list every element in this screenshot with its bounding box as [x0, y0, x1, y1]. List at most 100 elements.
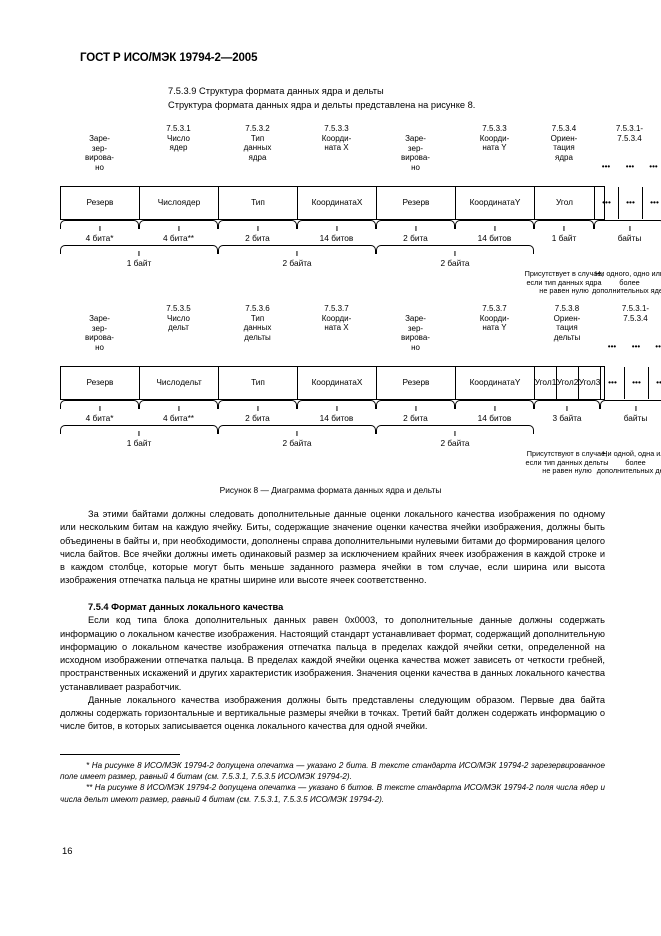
core-data-format-diagram: Заре-зер-вирова-но 7.5.3.1 Число ядер 7.5.3.…	[60, 124, 661, 295]
byte-width-label: 2 байта	[282, 258, 312, 268]
field-annotation: 7.5.3.1- 7.5.3.4	[621, 304, 650, 323]
field-annotation: 7.5.3.7 Коорди-ната X	[321, 304, 352, 333]
field-annotation: 7.5.3.4 Ориен-тация ядра	[550, 124, 578, 162]
bit-width-label: 14 битов	[477, 233, 512, 243]
field-box: Резерв	[61, 367, 140, 399]
width-brace	[455, 220, 534, 229]
delta-byte-braces	[60, 425, 605, 438]
bit-width-label: байты	[617, 233, 642, 243]
width-brace	[60, 245, 218, 254]
width-brace	[376, 220, 455, 229]
clause-title-7539: 7.5.3.9 Структура формата данных ядра и …	[168, 86, 384, 96]
section-heading-754: 7.5.4 Формат данных локального качества	[88, 602, 284, 612]
width-brace	[376, 400, 455, 409]
field-annotation: 7.5.3.8 Ориен-тация дельты	[553, 304, 581, 342]
bit-width-label: байты	[623, 413, 648, 423]
page-number: 16	[62, 845, 73, 856]
width-brace	[60, 220, 139, 229]
clause-intro-sentence: Структура формата данных ядра и дельты п…	[168, 99, 476, 110]
ellipsis-marks: •••••••••	[607, 342, 661, 351]
bit-width-label: 14 битов	[477, 413, 512, 423]
width-brace	[600, 400, 661, 409]
document-standard-header: ГОСТ Р ИСО/МЭК 19794-2—2005	[80, 52, 258, 64]
footnote-2: ** На рисунке 8 ИСО/МЭК 19794-2 допущена…	[60, 783, 605, 804]
width-brace	[60, 425, 218, 434]
diagram-note: Ни одной, одна или более дополнительных …	[596, 449, 661, 476]
width-brace	[139, 220, 218, 229]
delta-byte-width-labels: 1 байт 2 байта 2 байта	[60, 438, 605, 450]
field-box: •••	[650, 197, 659, 208]
width-brace	[376, 245, 534, 254]
clause-intro: 7.5.3.9 Структура формата данных ядра и …	[168, 85, 598, 112]
bit-width-label: 14 битов	[319, 413, 354, 423]
field-box: Координата X	[298, 187, 377, 219]
field-box: Тип	[219, 187, 298, 219]
field-box: Координата X	[298, 367, 377, 399]
footnote-separator	[60, 754, 180, 755]
byte-width-label: 2 байта	[282, 438, 312, 448]
bit-width-label: 4 бита*	[85, 233, 114, 243]
bit-width-label: 14 битов	[319, 233, 354, 243]
width-brace	[376, 425, 534, 434]
figure-caption: Рисунок 8 — Диаграмма формата данных ядр…	[219, 485, 442, 495]
field-box: Тип	[219, 367, 298, 399]
core-bit-width-labels: 4 бита* 4 бита** 2 бита 14 битов 2 бита 14 би…	[60, 233, 642, 245]
field-annotation: 7.5.3.3 Коорди-ната Y	[479, 124, 510, 153]
body-paragraph-2: Если код типа блока дополнительных данны…	[60, 615, 605, 692]
width-brace	[534, 220, 594, 229]
core-bit-braces	[60, 220, 661, 233]
delta-bit-braces	[60, 400, 661, 413]
core-diagram-boxes: Резерв Число ядер Тип Координата X Резерв Коорд…	[60, 186, 659, 220]
footnote-1: * На рисунке 8 ИСО/МЭК 19794-2 допущена …	[60, 761, 605, 782]
field-box: •••	[595, 187, 619, 219]
field-annotation: Заре-зер-вирова-но	[401, 314, 430, 352]
width-brace	[218, 220, 297, 229]
field-box: •••	[656, 377, 661, 388]
field-annotation: 7.5.3.7 Коорди-ната Y	[479, 304, 510, 333]
delta-data-format-diagram: Заре-зер-вирова-но 7.5.3.5 Число дельт 7.5.3…	[60, 304, 661, 475]
width-brace	[594, 220, 661, 229]
body-paragraph-1-wrap: За этими байтами должны следовать дополн…	[60, 508, 605, 588]
bit-width-label: 4 бита**	[162, 413, 195, 423]
field-box: Координата Y	[456, 367, 535, 399]
field-box: •••	[601, 367, 625, 399]
width-brace	[60, 400, 139, 409]
body-paragraph-3: Данные локального качества изображения д…	[60, 694, 605, 732]
field-box: Угол 3	[579, 367, 601, 399]
field-box: Угол 1	[535, 367, 557, 399]
field-box: •••	[625, 367, 649, 399]
field-annotation: 7.5.3.1 Число ядер	[166, 124, 191, 153]
field-box: Угол 2	[557, 367, 579, 399]
bit-width-label: 2 бита	[403, 413, 428, 423]
field-box: Резерв	[377, 187, 456, 219]
diagram-note: Присутствует в случае, если тип данных я…	[524, 269, 604, 296]
field-annotation: 7.5.3.3 Коорди-ната X	[321, 124, 352, 153]
diagram-note: Присутствуют в случае, если тип данных д…	[525, 449, 609, 476]
field-box: Координата Y	[456, 187, 535, 219]
bit-width-label: 3 байта	[552, 413, 582, 423]
byte-width-label: 2 байта	[440, 258, 470, 268]
width-brace	[297, 220, 376, 229]
field-annotation: 7.5.3.5 Число дельт	[166, 304, 191, 333]
section-754-wrap: 7.5.4 Формат данных локального качества …	[60, 601, 605, 734]
width-brace	[218, 400, 297, 409]
ellipsis-marks: •••••••••	[601, 162, 658, 171]
width-brace	[534, 400, 600, 409]
field-box: Резерв	[377, 367, 456, 399]
delta-bit-width-labels: 4 бита* 4 бита** 2 бита 14 битов 2 бита 14 би…	[60, 413, 648, 425]
delta-diagram-boxes: Резерв Число дельт Тип Координата X Резерв Коор…	[60, 366, 661, 400]
field-box: Число ядер	[140, 187, 219, 219]
delta-diagram-labels: Заре-зер-вирова-но 7.5.3.5 Число дельт 7.5.3…	[60, 304, 661, 366]
width-brace	[455, 400, 534, 409]
field-box: •••	[619, 187, 643, 219]
width-brace	[139, 400, 218, 409]
field-annotation: Заре-зер-вирова-но	[85, 314, 114, 352]
byte-width-label: 2 байта	[440, 438, 470, 448]
byte-width-label: 1 байт	[126, 438, 152, 448]
footnotes: * На рисунке 8 ИСО/МЭК 19794-2 допущена …	[60, 760, 605, 805]
bit-width-label: 2 бита	[245, 233, 270, 243]
bit-width-label: 1 байт	[551, 233, 577, 243]
core-byte-braces	[60, 245, 605, 258]
field-box: Число дельт	[140, 367, 219, 399]
